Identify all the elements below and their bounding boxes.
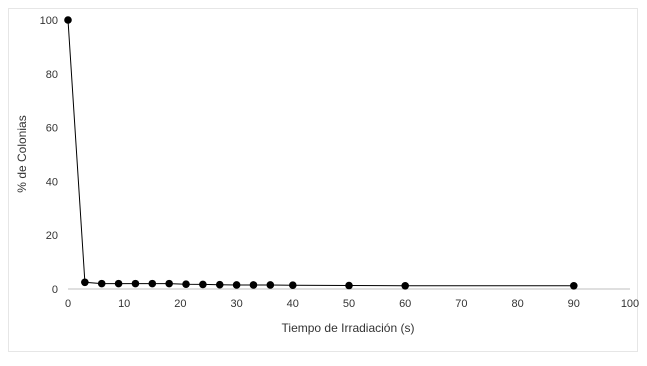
y-tick-label: 40 [46,176,58,188]
data-point [81,278,89,287]
data-point [199,280,207,289]
data-point [232,281,241,289]
data-point [266,281,275,289]
series-layer [64,16,578,290]
y-tick-label: 100 [40,15,58,27]
y-tick-label: 20 [46,230,58,242]
x-tick-label: 100 [621,298,639,310]
x-tick-label: 70 [455,298,467,310]
chart-frame [8,8,638,352]
data-point [182,280,190,288]
data-point [570,281,578,290]
x-tick-label: 80 [511,298,523,310]
x-tick-label: 40 [287,298,299,310]
y-axis-title: % de Colonias [15,115,29,192]
x-tick-label: 60 [399,298,411,310]
x-tick-label: 20 [174,298,186,310]
x-axis-title: Tiempo de Irradiación (s) [282,321,415,335]
data-point [401,281,410,290]
y-tick-label: 80 [46,69,58,81]
data-point [97,279,106,288]
x-tick-label: 90 [568,298,580,310]
data-point [345,281,353,290]
y-tick-label: 60 [46,123,58,135]
data-point [165,279,173,288]
data-point [289,281,297,290]
x-tick-label: 50 [343,298,355,310]
x-tick-label: 0 [65,298,71,310]
data-point [215,280,224,289]
x-tick-label: 30 [230,298,242,310]
data-point [114,279,123,288]
axes: 0 10 20 30 40 50 60 70 80 90 100 0 20 40 60 80 100 [40,15,640,310]
data-point [64,16,72,24]
data-point [249,281,258,289]
x-tick-label: 10 [118,298,130,310]
y-tick-label: 0 [52,284,58,296]
data-point [148,279,157,288]
series-line [67,19,574,287]
data-point [131,279,140,288]
